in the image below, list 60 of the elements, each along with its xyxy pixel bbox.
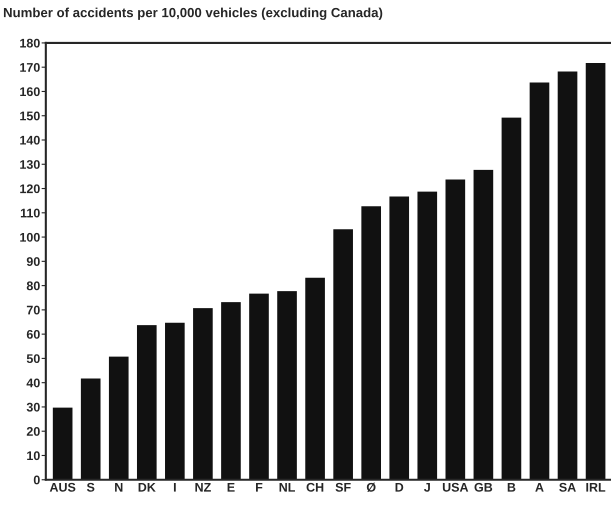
bar <box>584 62 607 480</box>
bar <box>136 324 158 480</box>
x-tick-label: A <box>535 482 544 492</box>
x-tick-label: E <box>228 482 235 492</box>
y-tick-label: 180 <box>20 38 40 48</box>
bar <box>276 290 298 480</box>
x-tick-label: SF <box>336 482 351 492</box>
y-tick-label: 140 <box>20 136 40 145</box>
bar <box>444 178 467 480</box>
bar <box>248 292 270 480</box>
y-tick-label: 160 <box>20 87 40 96</box>
bar <box>332 228 354 480</box>
y-tick-label: 120 <box>20 184 40 194</box>
x-tick-label: D <box>396 482 404 492</box>
bar <box>220 300 242 480</box>
bar <box>79 377 102 480</box>
y-tick-label: 50 <box>26 354 40 364</box>
x-tick-label: NL <box>280 482 295 492</box>
y-tick-label: 90 <box>26 257 40 266</box>
y-tick-label: 70 <box>26 306 40 315</box>
y-tick-label: 0 <box>34 476 40 484</box>
y-tick-label: 110 <box>20 208 40 218</box>
bar <box>472 168 495 480</box>
bar <box>192 306 214 480</box>
y-tick-label: 40 <box>26 378 40 388</box>
bar <box>304 276 326 480</box>
x-tick-label: USA <box>442 482 468 492</box>
x-tick-label: IRL <box>586 482 606 492</box>
bar <box>360 204 382 480</box>
y-tick-label: 30 <box>26 402 40 412</box>
bar <box>416 190 438 480</box>
x-tick-label: N <box>115 482 122 492</box>
x-tick-label: S <box>86 482 94 492</box>
x-tick-label: CH <box>306 482 324 492</box>
chart-title: Number of accidents per 10,000 vehicles (excluding Canada) <box>4 8 382 20</box>
x-tick-label: F <box>256 482 262 492</box>
bar <box>388 195 410 480</box>
bar <box>556 70 579 480</box>
y-tick-label: 100 <box>20 232 40 242</box>
x-tick-label: B <box>508 482 516 492</box>
bar <box>528 81 551 480</box>
y-tick-label: 130 <box>20 160 40 169</box>
bar <box>108 355 130 480</box>
x-tick-label: Ø <box>366 482 376 492</box>
bar <box>51 406 74 480</box>
y-tick-label: 150 <box>20 112 40 120</box>
x-tick-label: J <box>424 482 430 492</box>
bar <box>164 321 186 480</box>
x-tick-label: SA <box>559 482 576 492</box>
y-tick-label: 60 <box>26 330 40 339</box>
y-tick-label: 80 <box>26 281 40 290</box>
x-tick-label: DK <box>138 482 156 492</box>
x-tick-label: GB <box>474 482 492 492</box>
x-tick-label: I <box>174 482 176 492</box>
y-tick-label: 20 <box>26 427 40 436</box>
bar <box>500 116 523 480</box>
x-tick-label: NZ <box>195 482 211 492</box>
y-tick-label: 170 <box>20 62 40 72</box>
y-tick-label: 10 <box>27 451 40 460</box>
x-tick-label: AUS <box>50 482 76 492</box>
